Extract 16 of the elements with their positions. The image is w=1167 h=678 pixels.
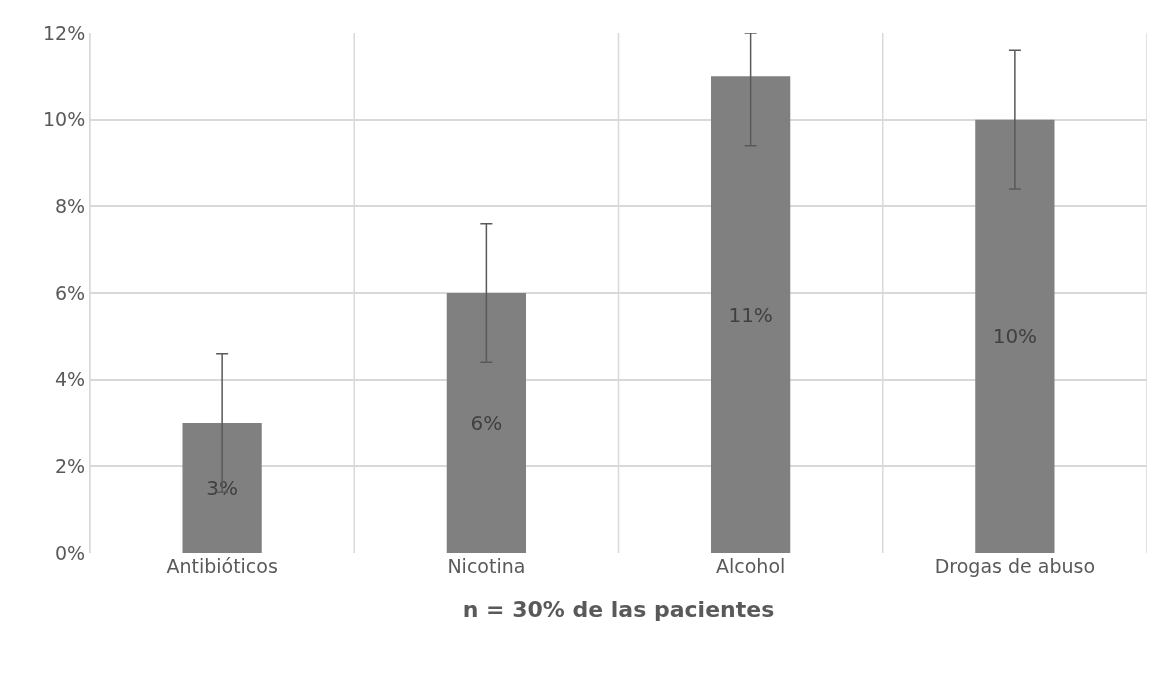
data-label: 3% xyxy=(206,476,238,500)
y-tick-label: 4% xyxy=(55,368,86,391)
data-label: 6% xyxy=(470,411,503,435)
y-tick-label: 2% xyxy=(55,454,86,477)
data-label: 10% xyxy=(992,324,1038,349)
y-tick-label: 12% xyxy=(42,21,86,44)
y-tick-label: 8% xyxy=(55,194,86,217)
y-tick-label: 0% xyxy=(55,541,86,564)
y-tick-label: 6% xyxy=(55,281,86,304)
x-tick-label: Drogas de abuso xyxy=(934,555,1096,577)
x-tick-label: Antibióticos xyxy=(166,555,278,577)
x-tick-label: Nicotina xyxy=(447,555,526,577)
x-tick-label: Alcohol xyxy=(715,555,786,577)
x-axis-title: n = 30% de las pacientes xyxy=(462,596,775,622)
y-tick-label: 10% xyxy=(42,108,86,131)
data-label: 11% xyxy=(728,302,773,327)
